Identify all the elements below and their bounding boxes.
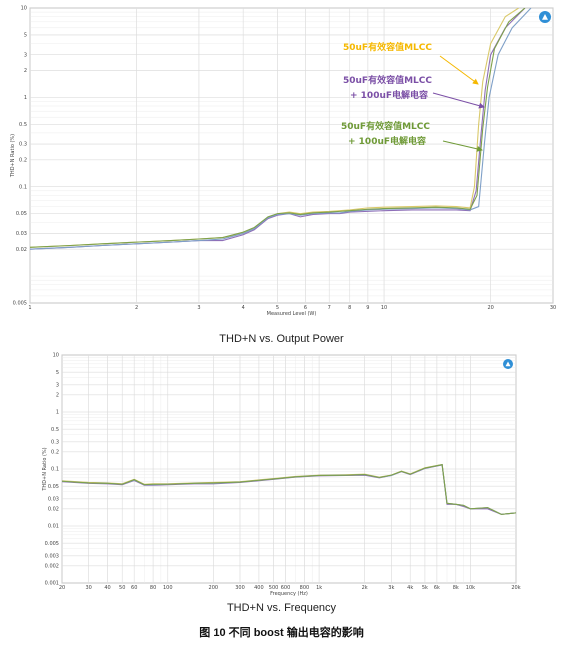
x-tick-label: 400: [254, 585, 264, 591]
x-tick-label: 7: [328, 305, 331, 311]
y-tick-label: 0.2: [51, 449, 59, 455]
chart-panel-thdn-vs-frequency: 20 30 40 50 60 80 100 200 300 400 500 600 800 1k 2k 3k 4…: [40, 350, 523, 598]
x-tick-label: 6k: [434, 585, 440, 591]
y-tick-label: 0.3: [19, 142, 27, 148]
x-tick-label: 80: [150, 585, 156, 591]
y-tick-label: 10: [53, 353, 59, 359]
x-tick-label: 300: [235, 585, 245, 591]
y-tick-label: 0.02: [16, 247, 27, 253]
x-tick-label: 200: [209, 585, 219, 591]
x-tick-label: 50: [119, 585, 125, 591]
annotation-label-2: 50uF有效容值MLCC: [341, 120, 430, 132]
annotation-arrow-2: [442, 140, 483, 152]
chart-thdn-vs-frequency: 20 30 40 50 60 80 100 200 300 400 500 600 800 1k 2k 3k 4…: [42, 353, 521, 597]
x-tick-label: 20k: [511, 585, 520, 591]
x-tick-label: 1k: [316, 585, 322, 591]
caption-chart2: THD+N vs. Frequency: [226, 602, 337, 614]
y-tick-label: 0.005: [13, 301, 27, 307]
y-axis-label: THD+N Ratio (%): [10, 134, 16, 178]
x-axis-label: Frequency (Hz): [270, 591, 308, 597]
y-tick-label: 0.05: [16, 211, 27, 217]
y-tick-label: 3: [24, 52, 27, 58]
annotation-label-1-line2: + 100uF电解电容: [350, 89, 428, 101]
x-tick-label: 3: [197, 305, 200, 311]
x-tick-label: 20: [487, 305, 493, 311]
y-tick-label: 2: [56, 392, 59, 398]
x-tick-label: 8: [348, 305, 351, 311]
x-axis-label: Measured Level (W): [267, 311, 317, 317]
x-tick-label: 2: [135, 305, 138, 311]
y-tick-label: 5: [24, 33, 27, 39]
y-tick-label: 0.5: [51, 427, 59, 433]
y-tick-label: 0.02: [48, 506, 59, 512]
y-axis-label: THD+N Ratio (%): [42, 447, 48, 491]
y-tick-label: 10: [21, 6, 27, 12]
chart-thdn-vs-power: 1 2 3 4 5 6 7 8 9 10 20 30 10 5 3 2 1 0.5 0.3 0.2 0.1 0.05 0.0…: [10, 6, 556, 317]
caption-chart1: THD+N vs. Output Power: [219, 333, 344, 345]
y-tick-label: 2: [24, 68, 27, 74]
x-tick-label: 6: [304, 305, 307, 311]
x-tick-label: 40: [104, 585, 110, 591]
annotation-label-0: 50uF有效容值MLCC: [343, 41, 432, 53]
y-tick-label: 0.2: [19, 157, 27, 163]
x-tick-label: 60: [131, 585, 137, 591]
y-tick-label: 0.1: [51, 467, 59, 473]
series-line-3: [62, 464, 516, 515]
series-line-2: [30, 8, 532, 250]
x-tick-label: 5: [276, 305, 279, 311]
y-tick-label: 5: [56, 370, 59, 376]
plot-area: [29, 7, 554, 304]
y-tick-label: 0.05: [48, 484, 59, 490]
annotation-label-1: 50uF有效容值MLCC: [343, 74, 432, 86]
y-tick-label: 0.5: [19, 122, 27, 128]
logo-glyph: [542, 14, 548, 20]
x-tick-label: 10k: [466, 585, 475, 591]
x-tick-label: 2k: [362, 585, 368, 591]
y-tick-label: 0.3: [51, 439, 59, 445]
x-tick-label: 100: [163, 585, 173, 591]
y-tick-label: 1: [56, 410, 59, 416]
x-tick-label: 4k: [407, 585, 413, 591]
x-tick-label: 4: [242, 305, 245, 311]
logo-glyph: [505, 361, 511, 367]
y-tick-label: 0.003: [45, 553, 59, 559]
y-tick-label: 0.03: [16, 231, 27, 237]
annotation-label-2-line2: + 100uF电解电容: [348, 135, 426, 147]
y-tick-label: 0.002: [45, 563, 59, 569]
x-tick-label: 3k: [388, 585, 394, 591]
y-tick-label: 0.01: [48, 524, 59, 530]
major-grid: [61, 354, 517, 584]
x-tick-label: 1: [28, 305, 31, 311]
x-tick-label: 800: [300, 585, 310, 591]
x-tick-label: 600: [281, 585, 291, 591]
x-tick-label: 10: [381, 305, 387, 311]
x-tick-label: 30: [85, 585, 91, 591]
chart-panel-thdn-vs-power: 1 2 3 4 5 6 7 8 9 10 20 30 10 5 3 2 1 0.5 0.3 0.2 0.1 0.05 0.0…: [10, 5, 557, 317]
y-tick-label: 0.001: [45, 581, 59, 587]
y-tick-label: 0.1: [19, 184, 27, 190]
annotation-arrow-0: [439, 55, 479, 85]
y-tick-label: 1: [24, 95, 27, 101]
y-tick-label: 0.03: [48, 496, 59, 502]
major-grid: [29, 7, 554, 304]
y-tick-label: 0.005: [45, 541, 59, 547]
y-tick-label: 3: [56, 382, 59, 388]
x-tick-label: 20: [59, 585, 65, 591]
x-tick-label: 30: [550, 305, 556, 311]
x-tick-label: 5k: [422, 585, 428, 591]
x-tick-label: 500: [269, 585, 279, 591]
x-tick-label: 9: [366, 305, 369, 311]
x-tick-label: 8k: [453, 585, 459, 591]
series-line-3: [30, 8, 526, 248]
annotation-arrow-1: [432, 92, 485, 109]
figure-caption: 图 10 不同 boost 输出电容的影响: [199, 627, 364, 639]
